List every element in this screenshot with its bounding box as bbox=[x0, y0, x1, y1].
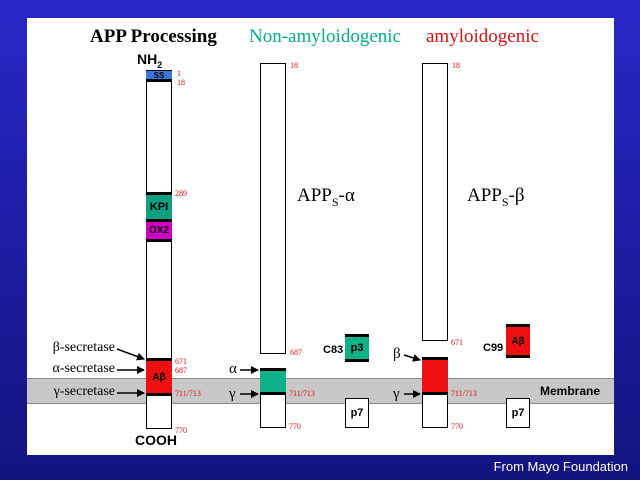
full-pos-770: 770 bbox=[175, 426, 187, 435]
na-pos-770: 770 bbox=[289, 422, 301, 431]
gamma-secretase-label: γ-secretase bbox=[53, 384, 115, 399]
c99-label: C99 bbox=[483, 342, 504, 354]
slide-canvas: Membrane APP Processing Non-amyloidogeni… bbox=[27, 18, 614, 455]
beta-secretase-arrow bbox=[116, 348, 145, 361]
apps-alpha-label: APPS-α bbox=[297, 185, 355, 209]
footer-credit: From Mayo Foundation bbox=[493, 459, 628, 474]
title-amyloidogenic: amyloidogenic bbox=[426, 26, 539, 47]
apps-alpha-bar bbox=[260, 63, 286, 354]
apps-beta-bar bbox=[422, 63, 448, 341]
cooh-label: COOH bbox=[135, 432, 177, 448]
na-pos-18: 18 bbox=[290, 61, 298, 70]
full-pos-711-713: 711/713 bbox=[175, 389, 201, 398]
full-pos-289: 289 bbox=[175, 189, 187, 198]
am-pos-770: 770 bbox=[451, 422, 463, 431]
beta-secretase-label: β-secretase bbox=[52, 340, 115, 355]
am-beta-label: β bbox=[393, 346, 401, 362]
full-pos-18: 18 bbox=[177, 78, 185, 87]
na-alpha-label: α bbox=[229, 361, 237, 377]
membrane-label: Membrane bbox=[540, 384, 601, 398]
am-pos-711-713: 711/713 bbox=[451, 389, 477, 398]
cleavage-arrows bbox=[116, 348, 421, 398]
title-non-amyloidogenic: Non-amyloidogenic bbox=[249, 26, 401, 47]
kpi-domain: KPI bbox=[146, 192, 172, 222]
am-beta-arrow bbox=[403, 354, 421, 362]
am-pos-18: 18 bbox=[452, 61, 460, 70]
na-pos-687: 687 bbox=[290, 348, 302, 357]
c99-abeta-region bbox=[422, 357, 448, 395]
am-gamma-label: γ bbox=[393, 386, 400, 402]
membrane-band bbox=[27, 378, 614, 404]
nh2-label: NH2 bbox=[137, 51, 163, 70]
p3-fragment: p3 bbox=[345, 334, 369, 362]
ss-domain: SS bbox=[146, 70, 172, 82]
na-gamma-label: γ bbox=[229, 386, 236, 402]
ox2-domain: OX2 bbox=[146, 222, 172, 242]
alpha-secretase-label: α-secretase bbox=[52, 361, 115, 376]
na-pos-711-713: 711/713 bbox=[289, 389, 315, 398]
abeta-fragment: Aβ bbox=[506, 324, 530, 358]
apps-beta-label: APPS-β bbox=[467, 185, 525, 209]
abeta-domain-full: Aβ bbox=[146, 358, 172, 396]
c83-label: C83 bbox=[323, 344, 344, 356]
p7-fragment-am: p7 bbox=[506, 398, 530, 428]
full-pos-687: 687 bbox=[175, 366, 187, 375]
full-pos-671: 671 bbox=[175, 357, 187, 366]
title-app-processing: APP Processing bbox=[90, 26, 217, 47]
full-pos-1: 1 bbox=[177, 69, 181, 78]
p7-fragment-na: p7 bbox=[345, 398, 369, 428]
am-pos-671: 671 bbox=[451, 338, 463, 347]
c83-alpha-region bbox=[260, 368, 286, 395]
